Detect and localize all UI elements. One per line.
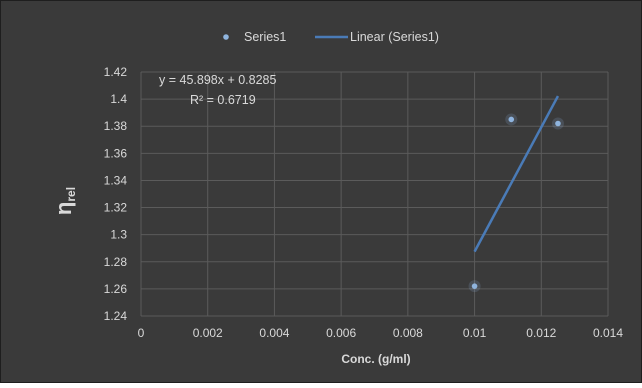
y-axis-title-sub: rel — [64, 187, 78, 202]
y-tick-label: 1.32 — [104, 201, 128, 215]
legend: Series1 Linear (Series1) — [223, 30, 439, 44]
trendline-linear — [473, 95, 560, 253]
y-tick-label: 1.4 — [110, 92, 127, 106]
x-axis-ticks: 0 0.002 0.004 0.006 0.008 0.01 0.012 0.014 — [138, 326, 624, 340]
x-tick-label: 0.01 — [463, 326, 487, 340]
grid — [140, 71, 609, 317]
data-point — [555, 120, 561, 127]
data-point — [471, 283, 478, 289]
legend-series1-label: Series1 — [244, 30, 286, 44]
data-point — [508, 116, 515, 123]
y-tick-label: 1.28 — [104, 255, 128, 269]
x-tick-label: 0.014 — [593, 326, 623, 340]
y-tick-label: 1.26 — [104, 282, 128, 296]
x-tick-label: 0.002 — [193, 326, 223, 340]
x-tick-label: 0.004 — [259, 326, 289, 340]
y-axis-title-main: η — [51, 202, 76, 215]
y-tick-label: 1.36 — [104, 146, 128, 160]
y-tick-label: 1.34 — [104, 173, 128, 187]
y-tick-label: 1.38 — [104, 119, 128, 133]
x-tick-label: 0.008 — [393, 326, 423, 340]
x-axis-title: Conc. (g/ml) — [341, 352, 410, 366]
series1-points — [468, 113, 564, 293]
legend-linear-label: Linear (Series1) — [350, 30, 439, 44]
y-tick-label: 1.24 — [104, 309, 128, 323]
trendline-r-squared: R² = 0.6719 — [190, 93, 256, 107]
trendline-equation: y = 45.898x + 0.8285 — [159, 73, 277, 87]
y-axis-title: ηrel — [51, 187, 78, 215]
x-tick-label: 0 — [138, 326, 145, 340]
x-tick-label: 0.012 — [526, 326, 556, 340]
x-tick-label: 0.006 — [326, 326, 356, 340]
y-tick-label: 1.42 — [104, 65, 128, 79]
legend-series1-marker — [223, 34, 229, 40]
y-tick-label: 1.3 — [110, 228, 127, 242]
y-axis-ticks: 1.24 1.26 1.28 1.3 1.32 1.34 1.36 1.38 1.4 1.42 — [104, 65, 128, 323]
